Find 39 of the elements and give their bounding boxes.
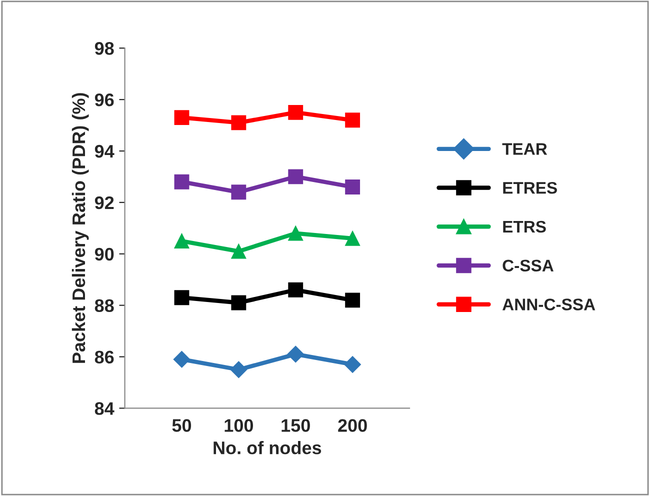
x-tick-label: 50 (172, 419, 192, 432)
y-tick-label: 84 (94, 402, 114, 415)
y-tick-label: 94 (94, 144, 114, 158)
point (174, 234, 190, 248)
point (174, 110, 190, 126)
x-axis-title: No. of nodes (214, 441, 322, 454)
point (345, 112, 360, 128)
point (287, 346, 304, 363)
y-tick-label: 88 (94, 299, 114, 312)
point (288, 104, 304, 120)
y-tick-label: 90 (94, 248, 114, 261)
point (231, 184, 246, 200)
point (174, 174, 190, 190)
point (231, 295, 246, 310)
y-tick-label: 96 (94, 93, 114, 106)
x-tick-label: 100 (224, 419, 254, 432)
x-tick-label: 150 (282, 419, 310, 432)
legend-label: ETRES (503, 182, 557, 194)
point (345, 180, 360, 194)
point (288, 226, 304, 241)
point (173, 350, 190, 368)
point (231, 244, 246, 259)
legend-label: ANN-C-SSA (502, 298, 596, 310)
y-tick-label: 92 (94, 196, 114, 210)
point (344, 356, 361, 373)
point (288, 282, 304, 298)
point (345, 292, 360, 308)
point (288, 169, 304, 184)
y-tick-label: 98 (94, 42, 114, 55)
point (174, 290, 190, 306)
point (231, 115, 246, 130)
legend-label: TEAR (502, 143, 548, 155)
point (230, 361, 248, 378)
legend-label: ETRS (503, 220, 546, 233)
y-axis-title: Packet Delivery Ratio (PDR) (%) (72, 93, 89, 363)
y-tick-label: 86 (94, 350, 114, 364)
x-tick-label: 200 (338, 419, 367, 432)
point (345, 230, 360, 246)
legend-label: C-SSA (502, 260, 554, 272)
